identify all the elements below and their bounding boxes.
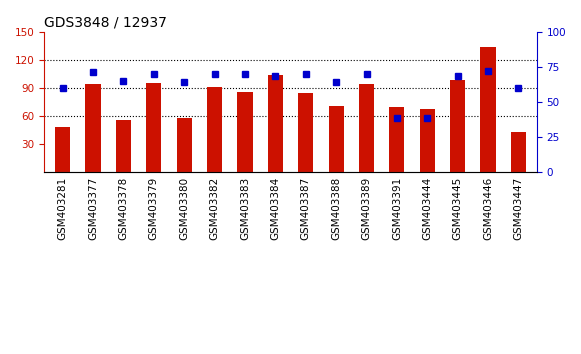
Bar <box>389 107 404 172</box>
Bar <box>55 127 70 172</box>
Bar <box>177 119 192 172</box>
Bar <box>146 83 162 172</box>
Bar <box>268 75 283 172</box>
Bar <box>298 93 313 172</box>
Bar <box>359 84 374 172</box>
Bar <box>328 106 344 172</box>
Bar <box>419 109 435 172</box>
Bar <box>511 132 526 172</box>
Bar <box>480 47 496 172</box>
Bar <box>85 84 101 172</box>
Bar <box>238 92 253 172</box>
Bar <box>450 80 465 172</box>
Bar <box>116 120 131 172</box>
Text: GDS3848 / 12937: GDS3848 / 12937 <box>45 15 167 29</box>
Bar <box>207 87 222 172</box>
